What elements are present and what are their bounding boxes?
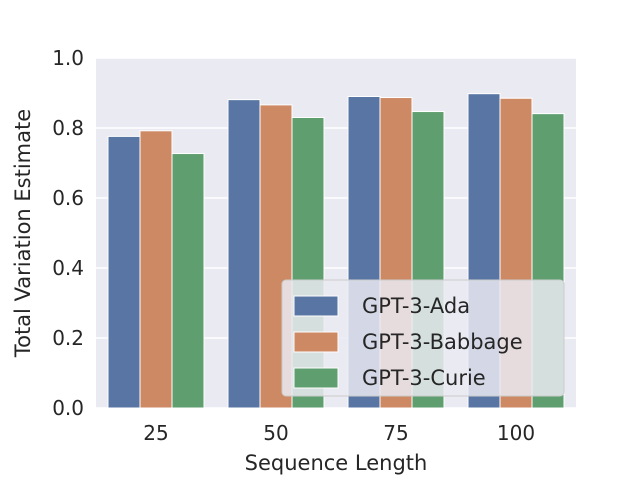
x-tick-label: 100 [497,421,535,445]
x-tick-labels: 25 50 75 100 [143,421,535,445]
legend-swatch [293,295,339,317]
y-tick-label: 0.8 [52,116,84,140]
legend-swatch [293,367,339,389]
y-axis-label: Total Variation Estimate [11,109,35,358]
legend-swatch [293,331,339,353]
y-tick-label: 0.6 [52,186,84,210]
x-tick-label: 75 [383,421,408,445]
y-tick-label: 1.0 [52,46,84,70]
legend-label: GPT-3-Babbage [362,330,523,354]
x-tick-label: 50 [263,421,288,445]
y-tick-labels: 0.0 0.2 0.4 0.6 0.8 1.0 [52,46,84,420]
legend: GPT-3-Ada GPT-3-Babbage GPT-3-Curie [281,279,565,397]
bar [107,135,141,409]
x-tick-label: 25 [143,421,168,445]
legend-label: GPT-3-Curie [362,366,486,390]
bar [227,99,261,409]
bar [171,153,205,409]
bar [139,130,173,409]
y-tick-label: 0.4 [52,256,84,280]
legend-label: GPT-3-Ada [362,294,470,318]
legend-box [281,279,565,397]
x-axis-label: Sequence Length [245,451,428,475]
y-tick-label: 0.0 [52,396,84,420]
y-tick-label: 0.2 [52,326,84,350]
